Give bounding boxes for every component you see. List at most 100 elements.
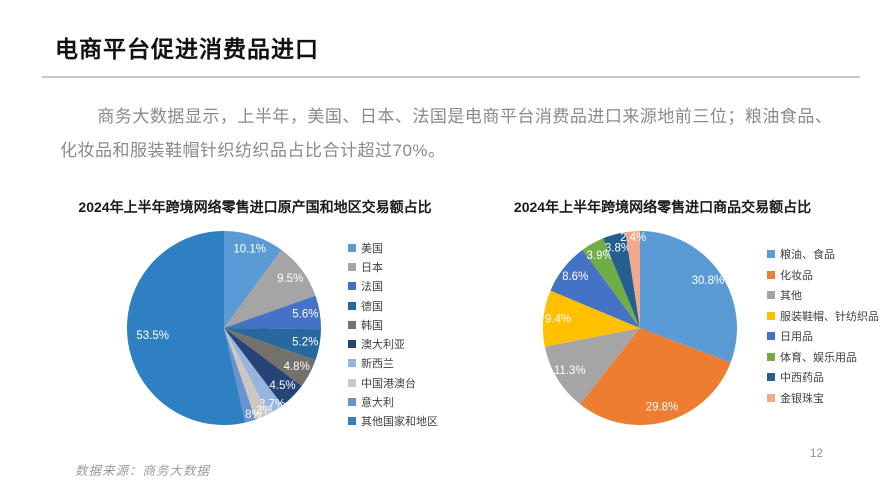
legend-label: 韩国: [361, 319, 383, 332]
pie-slice: [224, 295, 321, 330]
legend-swatch-icon: [767, 393, 775, 402]
legend-swatch-icon: [348, 340, 356, 349]
legend-item: 意大利: [348, 392, 438, 411]
legend-label: 化妆品: [780, 269, 813, 282]
pie-slice: [550, 249, 640, 328]
legend-item: 体育、娱乐用品: [767, 347, 879, 368]
left-chart-title: 2024年上半年跨境网络零售进口原产国和地区交易额占比: [78, 199, 432, 215]
pie-slice: [224, 328, 321, 361]
legend-item: 化妆品: [767, 265, 879, 286]
legend-swatch-icon: [348, 301, 356, 310]
pie-slice-label: 53.5%: [136, 330, 169, 342]
pie-slice: [625, 231, 640, 328]
legend-swatch-icon: [767, 332, 775, 341]
pie-slice-label: 11.3%: [554, 365, 586, 377]
data-source-note: 数据来源：商务大数据: [75, 464, 211, 478]
legend-item: 韩国: [348, 315, 438, 334]
legend-item: 美国: [348, 238, 438, 257]
pie-slice-label: 5.6%: [292, 309, 318, 321]
page-number: 12: [810, 448, 823, 460]
legend-item: 其他: [767, 285, 879, 306]
pie-slice-label: 3.8%: [605, 243, 631, 255]
legend-swatch-icon: [348, 262, 356, 271]
legend-swatch-icon: [767, 270, 775, 279]
legend-item: 服装鞋帽、针纺织品: [767, 306, 879, 327]
pie-slice-label: 9.4%: [545, 314, 571, 326]
right-chart-title: 2024年上半年跨境网络零售进口商品交易额占比: [513, 199, 812, 215]
pie-slice-label: 4.8%: [284, 361, 310, 373]
pie-slice: [580, 328, 731, 425]
legend-label: 体育、娱乐用品: [780, 351, 857, 364]
pie-slice-label: 5.2%: [292, 336, 318, 348]
pie-slice: [224, 231, 282, 328]
pie-slice: [542, 290, 640, 347]
title-divider: [42, 76, 860, 78]
legend-swatch-icon: [348, 282, 356, 291]
legend-item: 日用品: [767, 326, 879, 347]
legend-item: 德国: [348, 296, 438, 315]
pie-slice: [126, 231, 246, 425]
legend-label: 其他: [780, 290, 802, 303]
legend-swatch-icon: [767, 291, 775, 300]
legend-swatch-icon: [348, 417, 356, 426]
summary-paragraph: 商务大数据显示，上半年，美国、日本、法国是电商平台消费品进口来源地前三位；粮油食…: [60, 107, 833, 160]
legend-label: 意大利: [361, 397, 394, 410]
page-title: 电商平台促进消费品进口: [55, 36, 319, 62]
legend-label: 法国: [361, 281, 383, 294]
pie-slice-label: 30.8%: [692, 275, 725, 287]
legend-item: 日本: [348, 257, 438, 276]
pie-slice: [224, 249, 316, 328]
legend-item: 其他国家和地区: [348, 412, 438, 431]
pie-slice-label: 8.6%: [562, 271, 588, 283]
legend-swatch-icon: [348, 359, 356, 368]
legend-swatch-icon: [348, 398, 356, 407]
legend-swatch-icon: [348, 320, 356, 329]
legend-label: 粮油、食品: [780, 249, 835, 262]
legend-label: 中西药品: [780, 372, 824, 385]
pie-slice: [224, 328, 283, 415]
pie-slice: [582, 238, 640, 328]
legend-item: 粮油、食品: [767, 244, 879, 265]
pie-slice-label: 2.4%: [620, 232, 646, 244]
pie-slice: [224, 328, 269, 420]
pie-slice: [224, 328, 302, 406]
legend-swatch-icon: [348, 378, 356, 387]
legend-label: 日用品: [780, 331, 813, 344]
legend-label: 中国港澳台: [361, 377, 416, 390]
pie-slice: [224, 328, 256, 423]
pie-slice-label: 29.8%: [646, 402, 679, 414]
pie-slice-label: 4.5%: [269, 380, 295, 392]
legend-label: 金银珠宝: [780, 392, 824, 405]
pie-chart-import-goods-categories: 30.8% 29.8% 11.3% 9.4% 8.6% 3.9%3.8%2.4%: [542, 231, 737, 425]
pie-slice-label: 2.7%: [259, 398, 285, 410]
legend-swatch-icon: [348, 243, 356, 252]
legend-label: 其他国家和地区: [361, 416, 438, 429]
pie-slice: [640, 231, 737, 363]
legend-item: 法国: [348, 277, 438, 296]
legend-label: 澳大利亚: [361, 339, 405, 352]
legend-item: 中国港澳台: [348, 373, 438, 392]
pie-slice: [544, 328, 640, 405]
pie-slice: [603, 232, 640, 328]
pie-chart-import-origin-countries: 10.1%9.5%5.6%5.2%4.8%4.5%2.7%2.3%1.8%53.…: [126, 231, 321, 425]
legend-label: 新西兰: [361, 358, 394, 371]
legend-label: 日本: [361, 261, 383, 274]
legend-item: 新西兰: [348, 354, 438, 373]
legend-label: 服装鞋帽、针纺织品: [780, 310, 879, 323]
legend-swatch-icon: [767, 311, 775, 320]
legend-item: 澳大利亚: [348, 334, 438, 353]
legend-swatch-icon: [767, 373, 775, 382]
pie-slice: [224, 328, 316, 386]
legend-item: 金银珠宝: [767, 388, 879, 409]
legend-swatch-icon: [767, 250, 775, 259]
pie-slice-label: 9.5%: [277, 273, 303, 285]
pie-slice-label: 3.9%: [586, 250, 612, 262]
left-chart-legend: 美国日本法国德国韩国澳大利亚新西兰中国港澳台意大利其他国家和地区: [348, 238, 438, 431]
legend-item: 中西药品: [767, 367, 879, 388]
right-chart-legend: 粮油、食品化妆品其他服装鞋帽、针纺织品 日用品体育、娱乐用品 中西药品金银珠宝: [767, 244, 879, 408]
legend-label: 德国: [361, 300, 383, 313]
pie-slice-label: 10.1%: [233, 244, 266, 256]
legend-swatch-icon: [767, 352, 775, 361]
legend-label: 美国: [361, 242, 383, 255]
